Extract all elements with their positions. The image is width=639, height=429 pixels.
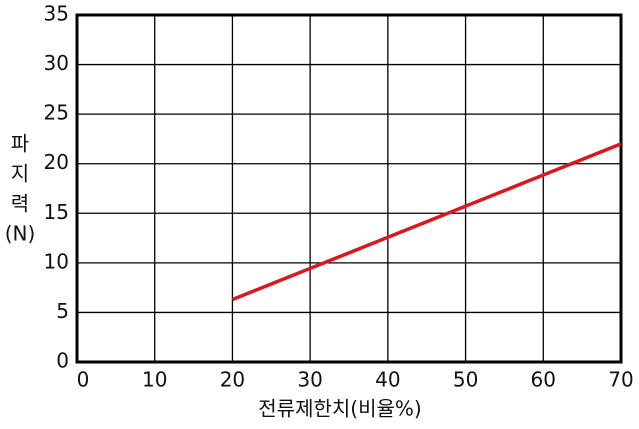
x-tick-label: 0	[77, 368, 90, 392]
plot-frame	[75, 13, 623, 364]
x-axis-label: 전류제한치(비율%)	[258, 397, 421, 421]
y-tick-label: 5	[56, 299, 69, 323]
y-tick-label: 35	[44, 2, 69, 26]
x-tick-label: 60	[531, 368, 556, 392]
x-tick-label: 50	[453, 368, 478, 392]
data-line	[231, 142, 622, 302]
x-tick-label: 70	[608, 368, 633, 392]
y-tick-label: 15	[44, 200, 69, 224]
y-tick-label: 30	[44, 51, 69, 75]
y-tick-label: 10	[44, 249, 69, 273]
y-tick-label: 0	[56, 349, 69, 373]
y-axis-label: 지	[11, 162, 29, 186]
x-tick-label: 10	[142, 368, 167, 392]
y-axis-label: (N)	[5, 222, 36, 246]
x-tick-label: 20	[220, 368, 245, 392]
x-tick-label: 30	[297, 368, 322, 392]
y-axis-label: 파	[11, 132, 29, 156]
x-tick-label: 40	[375, 368, 400, 392]
y-tick-label: 20	[44, 150, 69, 174]
y-axis-label: 력	[11, 192, 29, 216]
y-tick-label: 25	[44, 101, 69, 125]
